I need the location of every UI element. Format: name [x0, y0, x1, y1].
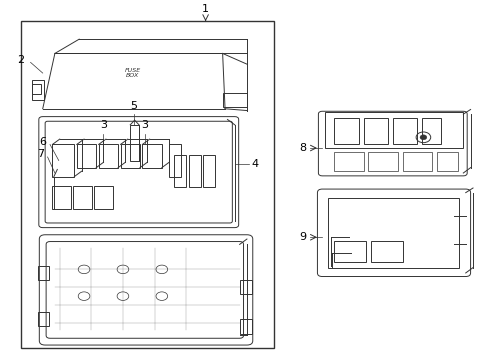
Bar: [142, 144, 162, 168]
Bar: [174, 155, 186, 187]
Text: 3: 3: [100, 120, 107, 130]
Bar: [38, 312, 48, 327]
Text: 2: 2: [18, 54, 25, 64]
Bar: [334, 241, 366, 262]
Bar: [402, 152, 431, 171]
Bar: [363, 118, 387, 144]
Bar: [77, 144, 96, 168]
Bar: [239, 319, 251, 334]
Bar: [73, 185, 92, 209]
Bar: [222, 93, 246, 107]
Bar: [368, 152, 397, 171]
Bar: [94, 185, 113, 209]
Text: 3: 3: [141, 120, 148, 130]
Text: 7: 7: [37, 149, 44, 159]
Bar: [32, 84, 41, 94]
Bar: [334, 118, 358, 144]
Bar: [188, 155, 201, 187]
Bar: [370, 241, 402, 262]
Bar: [21, 21, 273, 348]
Bar: [99, 144, 118, 168]
Bar: [436, 152, 458, 171]
Bar: [392, 118, 416, 144]
Bar: [327, 198, 458, 267]
Bar: [421, 118, 441, 144]
Bar: [130, 125, 139, 161]
Text: 6: 6: [40, 136, 46, 147]
Bar: [38, 266, 48, 280]
Bar: [52, 185, 71, 209]
Bar: [169, 144, 181, 176]
Text: 9: 9: [299, 232, 306, 242]
Text: FUSE
BOX: FUSE BOX: [124, 68, 141, 78]
Bar: [239, 280, 251, 294]
Circle shape: [419, 135, 426, 140]
Bar: [120, 144, 140, 168]
Bar: [324, 112, 462, 148]
Text: 1: 1: [202, 4, 209, 14]
Bar: [334, 152, 363, 171]
Bar: [32, 80, 44, 100]
Text: 8: 8: [299, 143, 306, 153]
Bar: [203, 155, 215, 187]
Text: 5: 5: [130, 100, 137, 111]
Text: 4: 4: [251, 159, 258, 169]
Bar: [52, 144, 74, 176]
